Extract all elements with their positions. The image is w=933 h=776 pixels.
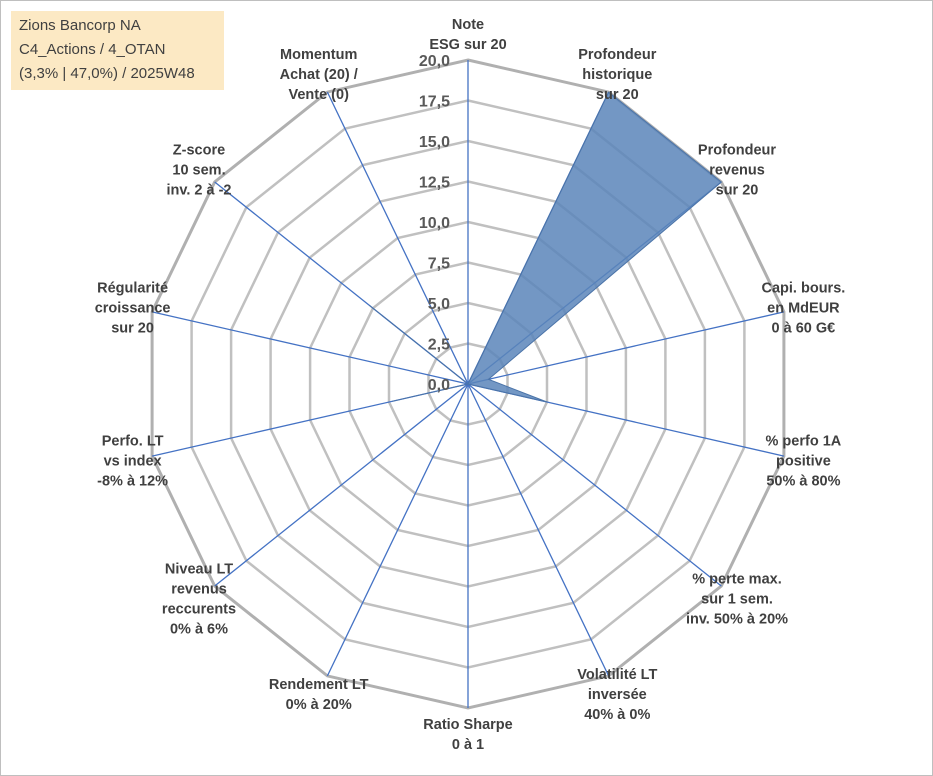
axis-label-line: Volatilité LT	[577, 667, 657, 683]
axis-label-line: Momentum	[280, 47, 357, 63]
tick-label: 2,5	[428, 337, 450, 354]
axis-label-line: ESG sur 20	[429, 37, 506, 53]
radar-series	[368, 91, 723, 403]
axis-label-line: 10 sem.	[172, 163, 225, 179]
axis-label-line: % perte max.	[692, 572, 781, 588]
axis-label-line: reccurents	[162, 602, 236, 618]
axis-label-line: 0% à 6%	[170, 622, 228, 638]
axis-label-line: 0 à 1	[452, 737, 484, 753]
axis-label-3: Profondeur revenus sur 20	[698, 143, 776, 199]
axis-label-line: -8% à 12%	[97, 474, 168, 490]
radar-axis-labels: Note ESG sur 20 Profondeur historique sur 20…	[95, 17, 846, 753]
tick-label: 17,5	[419, 94, 450, 111]
axis-label-7: Volatilité LT inversée 40% à 0%	[577, 667, 657, 723]
spoke-12	[151, 311, 469, 385]
axis-label-line: positive	[776, 454, 831, 470]
axis-label-line: sur 20	[596, 87, 639, 103]
spoke-7	[467, 383, 610, 677]
axis-label-line: sur 20	[111, 321, 154, 337]
axis-label-line: Capi. bours.	[762, 281, 846, 297]
axis-label-line: 40% à 0%	[584, 707, 650, 723]
title-line-stats: (3,3% | 47,0%) / 2025W48	[19, 65, 195, 82]
axis-label-9: Rendement LT 0% à 20%	[269, 677, 369, 713]
axis-label-line: Niveau LT	[165, 562, 233, 578]
axis-label-line: Perfo. LT	[102, 434, 164, 450]
spoke-9	[326, 383, 469, 677]
spoke-10	[214, 383, 469, 587]
axis-label-12: Régularité croissance sur 20	[95, 281, 171, 337]
axis-label-2: Profondeur historique sur 20	[578, 47, 656, 103]
tick-label: 15,0	[419, 134, 450, 151]
axis-label-line: inv. 50% à 20%	[686, 612, 788, 628]
axis-label-line: 0% à 20%	[286, 697, 352, 713]
axis-label-line: Profondeur	[578, 47, 656, 63]
spoke-4	[467, 311, 785, 385]
axis-label-line: vs index	[104, 454, 162, 470]
axis-label-line: inv. 2 à -2	[166, 183, 231, 199]
axis-label-1: Note ESG sur 20	[429, 17, 506, 53]
tick-label: 20,0	[419, 53, 450, 70]
axis-label-11: Perfo. LT vs index -8% à 12%	[97, 434, 168, 490]
title-line-category: C4_Actions / 4_OTAN	[19, 41, 166, 58]
axis-label-line: revenus	[709, 163, 765, 179]
axis-label-line: % perfo 1A	[766, 434, 842, 450]
axis-label-5: % perfo 1A positive 50% à 80%	[766, 434, 842, 490]
axis-label-line: historique	[582, 67, 652, 83]
tick-label: 5,0	[428, 296, 450, 313]
series-area	[368, 91, 723, 403]
axis-label-line: revenus	[171, 582, 227, 598]
axis-label-line: croissance	[95, 301, 171, 317]
title-box: Zions Bancorp NA C4_Actions / 4_OTAN (3,…	[11, 11, 224, 90]
axis-label-line: Achat (20) /	[280, 67, 358, 83]
axis-label-10: Niveau LT revenus reccurents 0% à 6%	[162, 562, 236, 638]
axis-label-6: % perte max. sur 1 sem. inv. 50% à 20%	[686, 572, 788, 628]
axis-label-line: Profondeur	[698, 143, 776, 159]
spoke-14	[326, 91, 469, 385]
tick-label: 0,0	[428, 377, 450, 394]
axis-label-13: Z-score 10 sem. inv. 2 à -2	[166, 143, 231, 199]
axis-label-4: Capi. bours. en MdEUR 0 à 60 G€	[762, 281, 846, 337]
radar-tick-labels: 0,0 2,5 5,0 7,5 10,0 12,5 15,0 17,5 20,0	[419, 53, 450, 394]
axis-label-line: Vente (0)	[288, 87, 349, 103]
axis-label-line: sur 20	[716, 183, 759, 199]
tick-label: 12,5	[419, 175, 450, 192]
axis-label-line: en MdEUR	[767, 301, 840, 317]
axis-label-line: Note	[452, 17, 484, 33]
axis-label-14: Momentum Achat (20) / Vente (0)	[280, 47, 358, 103]
axis-label-line: sur 1 sem.	[701, 592, 773, 608]
axis-label-line: inversée	[588, 687, 647, 703]
axis-label-8: Ratio Sharpe 0 à 1	[423, 717, 512, 753]
spoke-6	[467, 383, 722, 587]
axis-label-line: 0 à 60 G€	[772, 321, 836, 337]
tick-label: 7,5	[428, 256, 450, 273]
axis-label-line: Ratio Sharpe	[423, 717, 512, 733]
axis-label-line: Z-score	[173, 143, 225, 159]
title-line-company: Zions Bancorp NA	[19, 17, 141, 34]
axis-label-line: Régularité	[97, 281, 168, 297]
axis-label-line: 50% à 80%	[766, 474, 840, 490]
axis-label-line: Rendement LT	[269, 677, 369, 693]
tick-label: 10,0	[419, 215, 450, 232]
